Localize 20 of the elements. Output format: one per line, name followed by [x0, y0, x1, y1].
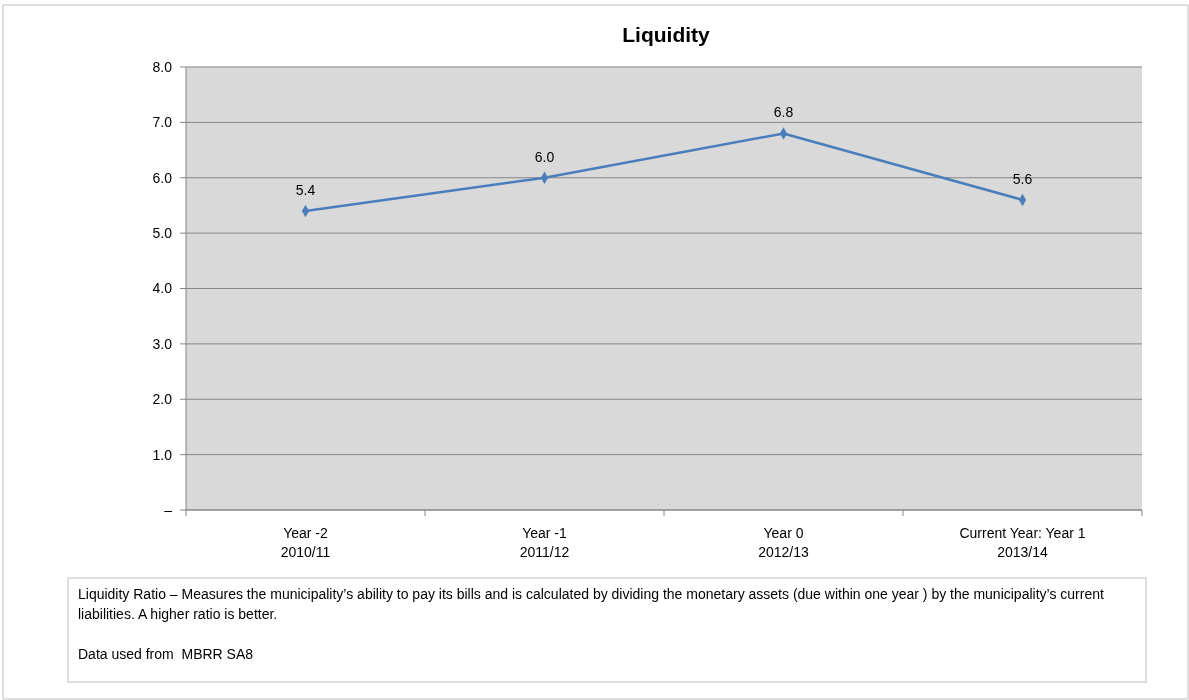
x-tick-label: Year -2 2010/11: [280, 525, 331, 560]
x-tick-label: Current Year: Year 1 2013/14: [959, 525, 1086, 560]
text: Data used from MBRR SA8: [78, 645, 255, 664]
y-tick-label: 1.0: [152, 446, 173, 463]
chart-title: Liquidity: [622, 23, 711, 46]
y-tick-label: 2.0: [152, 391, 173, 408]
text: 5.6: [1012, 170, 1033, 187]
y-tick-label: 4.0: [152, 280, 173, 297]
y-tick-label: 5.0: [152, 225, 173, 242]
y-tick-label: 7.0: [152, 114, 173, 131]
y-tick-label: 8.0: [152, 58, 173, 75]
y-tick-label: 3.0: [152, 335, 173, 352]
text: 5.4: [295, 181, 316, 198]
y-tick-label: 6.0: [152, 169, 173, 186]
x-tick-label: Year -1 2011/12: [519, 525, 570, 560]
x-tick-label: Year 0 2012/13: [758, 525, 810, 560]
text: 6.0: [534, 148, 555, 165]
text: 6.8: [773, 104, 794, 121]
text: Liquidity Ratio – Measures the municipality’s ability to pay its bills and is calculated by dividing the monetary assets (due within one year ) by the municipality’s current liabilities. A higher ratio is better.: [78, 585, 1105, 624]
y-tick-label: –: [164, 501, 173, 518]
